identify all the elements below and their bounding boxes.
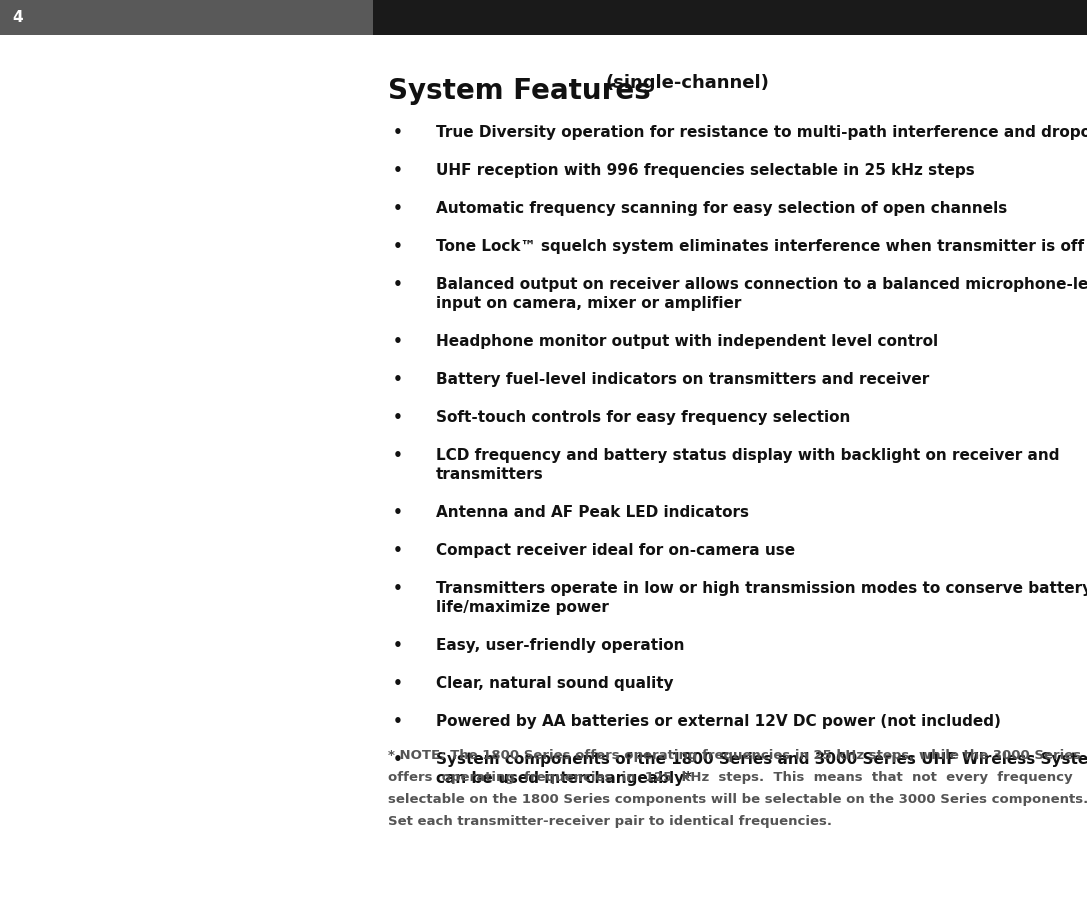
Text: Automatic frequency scanning for easy selection of open channels: Automatic frequency scanning for easy se… (436, 201, 1007, 216)
Text: Clear, natural sound quality: Clear, natural sound quality (436, 676, 674, 691)
Text: •: • (392, 714, 402, 729)
Text: Easy, user-friendly operation: Easy, user-friendly operation (436, 638, 685, 653)
Text: •: • (392, 277, 402, 292)
Text: •: • (392, 410, 402, 425)
Text: Balanced output on receiver allows connection to a balanced microphone-level
inp: Balanced output on receiver allows conne… (436, 277, 1087, 311)
Text: •: • (392, 334, 402, 349)
Text: •: • (392, 638, 402, 653)
Text: •: • (392, 448, 402, 463)
Bar (0, 0, 373, 35)
Text: Compact receiver ideal for on-camera use: Compact receiver ideal for on-camera use (436, 543, 795, 558)
Text: offers  operating  frequencies  in  125  kHz  steps.  This  means  that  not  ev: offers operating frequencies in 125 kHz … (388, 771, 1073, 784)
Text: •: • (392, 752, 402, 767)
Text: LCD frequency and battery status display with backlight on receiver and
transmit: LCD frequency and battery status display… (436, 448, 1060, 482)
Text: •: • (392, 239, 402, 254)
Text: Powered by AA batteries or external 12V DC power (not included): Powered by AA batteries or external 12V … (436, 714, 1001, 729)
Text: •: • (392, 676, 402, 691)
Text: •: • (392, 372, 402, 387)
Text: Tone Lock™ squelch system eliminates interference when transmitter is off: Tone Lock™ squelch system eliminates int… (436, 239, 1084, 254)
Text: •: • (392, 543, 402, 558)
Text: selectable on the 1800 Series components will be selectable on the 3000 Series c: selectable on the 1800 Series components… (388, 793, 1087, 806)
Text: (single-channel): (single-channel) (605, 74, 770, 92)
Text: System components of the 1800 Series and 3000 Series UHF Wireless Systems
can be: System components of the 1800 Series and… (436, 752, 1087, 786)
Text: •: • (392, 581, 402, 596)
Bar (373, 0, 1087, 35)
Text: Soft-touch controls for easy frequency selection: Soft-touch controls for easy frequency s… (436, 410, 850, 425)
Text: •: • (392, 163, 402, 178)
Text: Transmitters operate in low or high transmission modes to conserve battery
life/: Transmitters operate in low or high tran… (436, 581, 1087, 615)
Text: Set each transmitter-receiver pair to identical frequencies.: Set each transmitter-receiver pair to id… (388, 815, 832, 828)
Text: Headphone monitor output with independent level control: Headphone monitor output with independen… (436, 334, 938, 349)
Text: System Features: System Features (388, 77, 651, 105)
Text: True Diversity operation for resistance to multi-path interference and dropouts: True Diversity operation for resistance … (436, 125, 1087, 140)
Text: •: • (392, 125, 402, 140)
Text: •: • (392, 505, 402, 520)
Text: UHF reception with 996 frequencies selectable in 25 kHz steps: UHF reception with 996 frequencies selec… (436, 163, 975, 178)
Text: * NOTE: The 1800 Series offers operating frequencies in 25 kHz steps, while the : * NOTE: The 1800 Series offers operating… (388, 749, 1080, 762)
Text: •: • (392, 201, 402, 216)
Text: 4: 4 (12, 10, 23, 25)
Text: Battery fuel-level indicators on transmitters and receiver: Battery fuel-level indicators on transmi… (436, 372, 929, 387)
Text: Antenna and AF Peak LED indicators: Antenna and AF Peak LED indicators (436, 505, 749, 520)
